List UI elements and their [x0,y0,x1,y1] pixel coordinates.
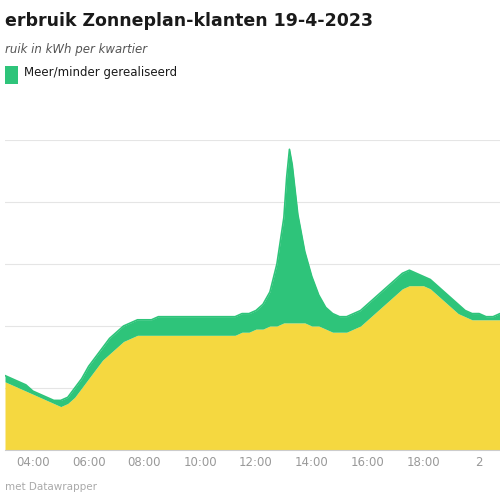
Text: ruik in kWh per kwartier: ruik in kWh per kwartier [5,42,147,56]
Text: Meer/minder gerealiseerd: Meer/minder gerealiseerd [24,66,176,79]
Text: met Datawrapper: met Datawrapper [5,482,97,492]
Text: erbruik Zonneplan-klanten 19-4-2023: erbruik Zonneplan-klanten 19-4-2023 [5,12,373,30]
